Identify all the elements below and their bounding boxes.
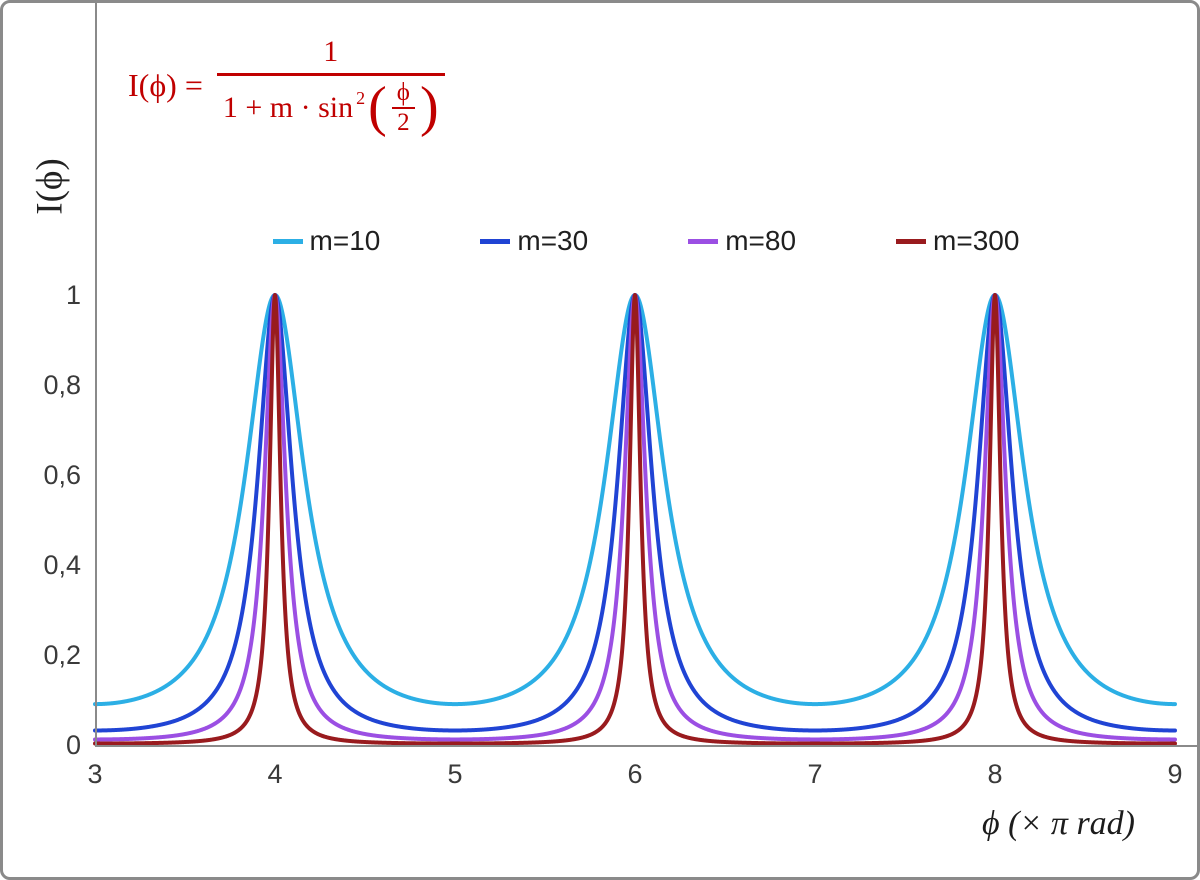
formula-annotation: I(ϕ) = 1 1 + m · sin 2 ( ϕ 2 )	[128, 35, 445, 137]
x-tick-label: 9	[1167, 759, 1183, 789]
curve-m300	[93, 293, 1177, 746]
legend-label-m10: m=10	[309, 225, 381, 256]
curves-svg	[93, 293, 1177, 746]
formula-numerator: 1	[323, 35, 339, 68]
y-tick-label: 0,6	[43, 460, 81, 490]
x-tick-label: 6	[627, 759, 643, 789]
x-tick-label: 3	[87, 759, 103, 789]
legend-swatch-m30	[480, 238, 511, 244]
y-axis-line	[95, 3, 97, 747]
legend-item-m10: m=10	[272, 225, 381, 257]
y-axis-title: I(ϕ)	[29, 158, 71, 215]
open-paren: (	[368, 76, 387, 139]
x-axis-line	[95, 745, 1197, 747]
legend-label-m30: m=30	[517, 225, 589, 256]
y-tick-label: 0,8	[43, 370, 81, 400]
inner-fraction-numerator: ϕ	[391, 79, 415, 110]
formula-lhs: I(ϕ) =	[128, 67, 203, 104]
legend-item-m30: m=30	[480, 225, 588, 257]
legend: m=10 m=30 m=80 m=300	[95, 225, 1197, 257]
inner-fraction: ϕ 2	[391, 79, 415, 137]
y-tick-label: 0,2	[43, 640, 81, 670]
legend-item-m80: m=80	[688, 225, 796, 257]
close-paren: )	[419, 76, 439, 139]
x-tick-label: 5	[447, 759, 463, 789]
formula-denominator-text: 1 + m · sin	[222, 91, 354, 125]
legend-swatch-m80	[688, 238, 719, 244]
curve-m30	[93, 293, 1177, 733]
formula-fraction: 1 1 + m · sin 2 ( ϕ 2 )	[216, 35, 445, 139]
formula-denominator: 1 + m · sin 2 ( ϕ 2 )	[216, 73, 445, 139]
y-tick-label: 0	[65, 730, 81, 760]
x-tick-label: 4	[267, 759, 283, 789]
plot-area: I(ϕ) = 1 1 + m · sin 2 ( ϕ 2 ) m=10	[3, 3, 1197, 877]
legend-label-m300: m=300	[933, 225, 1020, 256]
legend-swatch-m300	[896, 238, 927, 244]
x-tick-label: 7	[807, 759, 823, 789]
inner-fraction-denominator: 2	[397, 109, 410, 137]
legend-item-m300: m=300	[896, 225, 1019, 257]
x-tick-label: 8	[987, 759, 1003, 789]
legend-label-m80: m=80	[725, 225, 797, 256]
y-tick-label: 0,4	[43, 550, 81, 580]
legend-swatch-m10	[272, 238, 303, 244]
x-axis-title: ϕ (× π rad)	[982, 805, 1135, 842]
y-tick-label: 1	[65, 280, 81, 310]
curve-m80	[93, 293, 1177, 742]
